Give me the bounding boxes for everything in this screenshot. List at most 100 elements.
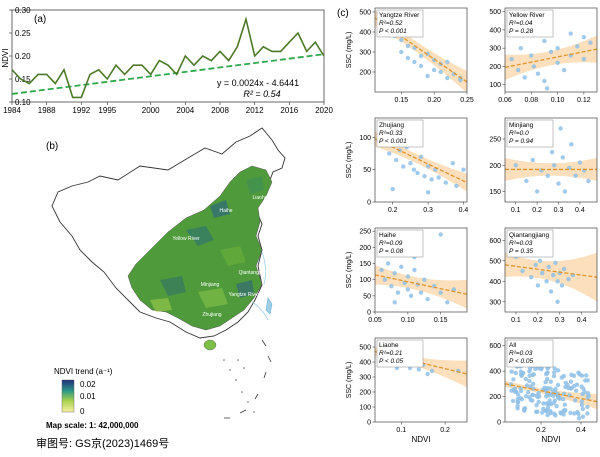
legend-colorbar <box>61 379 75 413</box>
ytick-label: 100 <box>359 135 371 142</box>
scatter-point <box>527 378 532 384</box>
scatter-point <box>585 391 591 396</box>
confidence-band <box>505 252 597 302</box>
river-name: Yangtze River <box>379 12 420 19</box>
scatter-point <box>399 49 404 55</box>
scatter-point <box>545 412 550 418</box>
p-label: P < 0.05 <box>509 358 534 365</box>
scatter-point <box>523 376 528 382</box>
xtick-label: 0.3 <box>555 317 565 324</box>
xtick-label: 0.1 <box>396 427 406 434</box>
scatter-point <box>568 410 573 416</box>
scatter-point <box>574 388 579 393</box>
scatter-point <box>412 59 417 65</box>
fit-line <box>504 383 598 403</box>
panel-frame <box>374 227 468 313</box>
ndvi-x-ticks: 1984 1988 1992 1995 2000 2004 2008 2012 2016 2020 <box>3 102 333 115</box>
scatter-point <box>580 406 585 412</box>
scatter-point <box>530 157 535 163</box>
ytick-label: 400 <box>489 27 501 34</box>
scatter-point <box>548 379 553 384</box>
scatter-point <box>548 408 553 414</box>
r2-label: R²=0.0 <box>509 130 529 137</box>
annotation-box <box>506 339 554 368</box>
scatter-point <box>451 287 457 292</box>
xtick-label: 0.10 <box>551 97 565 104</box>
scatter-point <box>520 268 525 274</box>
scatter-point <box>418 63 424 69</box>
fit-line <box>504 264 598 278</box>
scatter-point <box>552 411 557 416</box>
scatter-point <box>382 277 388 282</box>
scatter-point <box>445 59 450 65</box>
scatter-point <box>450 161 455 166</box>
map-label-qiantangjiang: Qiantangjiang <box>239 270 270 276</box>
scatter-point <box>530 392 536 398</box>
scatter-point <box>558 410 563 415</box>
ylabel: SSC (mg/L) <box>346 252 353 289</box>
scatter-point <box>515 403 520 409</box>
ytick-label: 300 <box>489 299 501 306</box>
scatter-point <box>562 189 568 194</box>
scatter-point <box>390 186 395 192</box>
scatter-point <box>551 373 557 379</box>
scatter-point <box>561 396 566 402</box>
ylabel: SSC (mg/L) <box>346 142 353 179</box>
ytick-label: 400 <box>359 30 371 37</box>
nine-dash-line <box>224 339 272 419</box>
ylabel: SSC (mg/L) <box>346 362 353 399</box>
scatter-point <box>394 157 399 163</box>
r2-label: R²=0.04 <box>509 20 533 27</box>
scatter-point <box>575 44 580 49</box>
scatter-point <box>379 267 384 273</box>
ytick-label: 0 <box>497 420 501 427</box>
coastline-rivers <box>251 251 269 321</box>
ytick-label: 500 <box>489 258 501 265</box>
confidence-band <box>505 35 597 81</box>
map-label-haihe: Haihe <box>219 208 232 214</box>
ndvi-xtick-label: 2020 <box>315 106 333 115</box>
scatter-point <box>547 398 552 403</box>
scatter-point <box>519 373 524 378</box>
ytick-label: 500 <box>489 9 501 16</box>
scatter-point <box>445 75 450 81</box>
panel-label-a: (a) <box>34 14 46 25</box>
scatter-point <box>418 53 424 59</box>
xtick-label: 0.06 <box>498 97 512 104</box>
xtick-label: 0.2 <box>440 427 450 434</box>
ytick-label: 200 <box>489 163 501 170</box>
scatter-point <box>416 367 421 372</box>
ndvi-xtick-label: 1984 <box>3 106 21 115</box>
xtick-label: 0.1 <box>511 317 521 324</box>
scatter-point <box>573 173 578 178</box>
ndvi-timeseries-chart: (a) NDVI 0.100.150.200.250.30 1984 1988 19… <box>1 6 333 115</box>
scatter-point <box>535 409 540 414</box>
scatter-point <box>395 290 401 295</box>
scatter-point <box>555 60 560 65</box>
scatter-point <box>544 394 549 399</box>
panel-frame <box>374 7 468 93</box>
scatter-point <box>425 164 431 169</box>
ytick-label: 400 <box>359 360 371 367</box>
ytick-label: 300 <box>359 375 371 382</box>
ytick-label: 200 <box>359 70 371 77</box>
xtick-label: 0.08 <box>524 97 538 104</box>
fit-line <box>504 48 598 68</box>
scatter-point <box>509 369 514 374</box>
xtick-label: 0.4 <box>459 207 469 214</box>
r2-label: R²=0.33 <box>379 130 403 137</box>
review-number: 审图号: GS京(2023)1469号 <box>36 436 169 450</box>
ytick-label: 150 <box>359 261 371 268</box>
panel-frame <box>504 337 598 423</box>
scatter-point <box>515 67 521 73</box>
xtick-label: 0.20 <box>427 97 441 104</box>
ndvi-xtick-label: 2000 <box>142 106 160 115</box>
scatter-point <box>418 154 424 159</box>
scatter-point <box>387 151 392 156</box>
annotation-box <box>506 119 554 148</box>
map-scale: Map scale: 1: 42,000,000 <box>46 421 139 430</box>
scatter-point <box>528 397 533 403</box>
scatter-point <box>574 382 580 387</box>
